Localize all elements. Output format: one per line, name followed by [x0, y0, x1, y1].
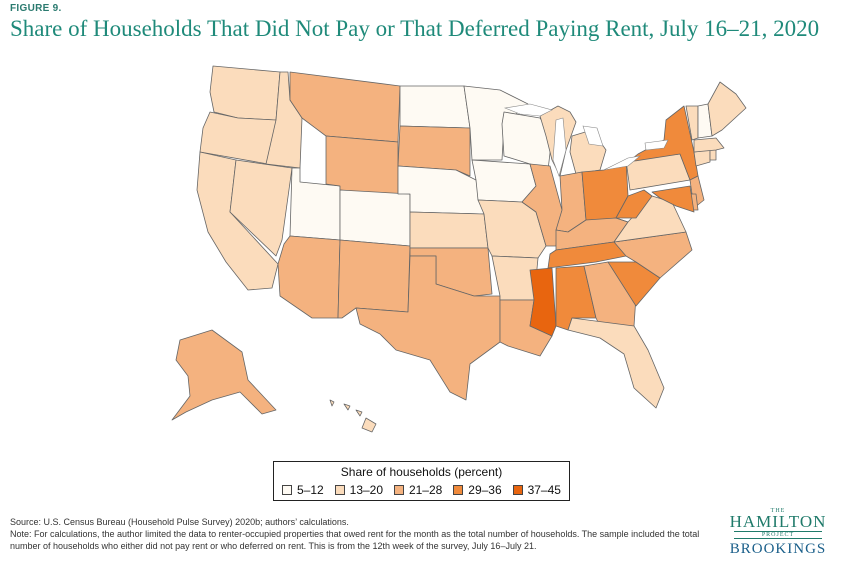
- lake-michigan: [552, 117, 567, 177]
- state-ct: [693, 149, 711, 167]
- state-ma: [693, 137, 725, 153]
- logo-hamilton: HAMILTON: [729, 512, 827, 531]
- legend-item: 5–12: [282, 483, 324, 497]
- source-text: Source: U.S. Census Bureau (Household Pu…: [10, 517, 349, 527]
- state-ne: [397, 165, 485, 215]
- legend-label: 5–12: [297, 483, 324, 497]
- legend-swatch: [334, 485, 345, 495]
- state-ia: [471, 159, 537, 203]
- state-il: [521, 163, 563, 247]
- state-wa: [209, 65, 281, 121]
- state-nv: [229, 159, 293, 257]
- state-nm: [337, 239, 411, 319]
- lake-huron: [582, 125, 604, 147]
- note-text: Note: For calculations, the author limit…: [10, 529, 700, 551]
- legend-item: 21–28: [393, 483, 443, 497]
- figure-label: FIGURE 9.: [10, 3, 62, 14]
- state-ms: [529, 267, 557, 337]
- state-ks: [409, 211, 489, 249]
- legend-label: 29–36: [468, 483, 502, 497]
- legend-item: 13–20: [334, 483, 384, 497]
- legend-label: 37–45: [527, 483, 561, 497]
- lake-superior: [503, 103, 553, 117]
- state-id: [265, 71, 303, 169]
- legend-swatch: [453, 485, 464, 495]
- state-mt: [289, 71, 401, 143]
- state-nd: [399, 85, 471, 129]
- state-az: [277, 235, 341, 319]
- logo-project: PROJECT: [734, 531, 822, 539]
- source-notes: Source: U.S. Census Bureau (Household Pu…: [10, 516, 710, 552]
- state-tx: [355, 255, 501, 401]
- legend-swatch: [393, 485, 404, 495]
- legend-swatch: [512, 485, 523, 495]
- figure-title: Share of Households That Did Not Pay or …: [10, 16, 820, 41]
- logo-the: THE: [770, 508, 786, 514]
- legend-item: 37–45: [512, 483, 561, 497]
- legend-title: Share of households (percent): [340, 465, 503, 479]
- legend-label: 21–28: [408, 483, 443, 497]
- hamilton-brookings-logo: THE HAMILTON PROJECT BROOKINGS: [728, 508, 828, 558]
- state-me: [707, 81, 747, 137]
- state-hi: [329, 399, 377, 433]
- legend: Share of households (percent) 5–12 13–20…: [273, 461, 570, 501]
- us-state-map: [171, 65, 747, 433]
- lake-ontario: [644, 139, 669, 151]
- state-sd: [397, 125, 471, 177]
- state-wv: [615, 189, 653, 219]
- state-co: [339, 189, 411, 247]
- state-ri: [709, 149, 717, 161]
- legend-label: 13–20: [349, 483, 384, 497]
- logo-brookings: BROOKINGS: [729, 541, 827, 557]
- legend-swatch: [282, 485, 292, 495]
- state-ak: [171, 329, 277, 421]
- legend-item: 29–36: [453, 483, 502, 497]
- lake-erie: [603, 155, 642, 171]
- state-fl: [567, 317, 665, 409]
- state-md: [651, 185, 695, 213]
